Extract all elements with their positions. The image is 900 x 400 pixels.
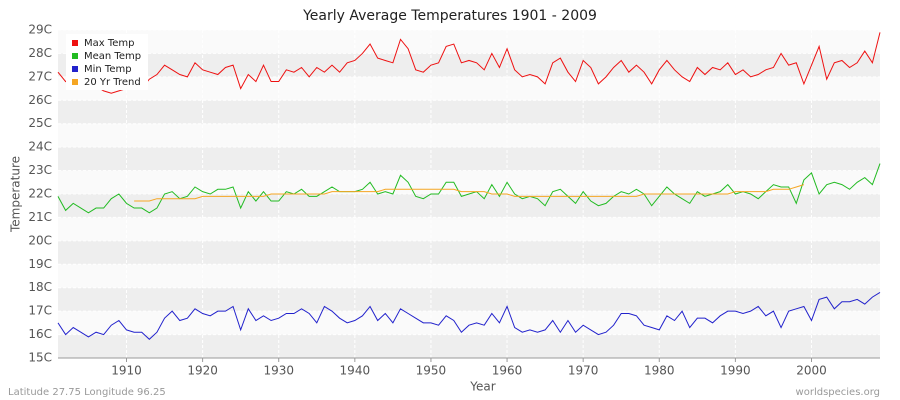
grid-band bbox=[58, 194, 880, 218]
legend-label: Mean Temp bbox=[84, 51, 141, 62]
grid-band bbox=[58, 100, 880, 124]
y-tick-label: 22C bbox=[28, 187, 52, 201]
footer-left: Latitude 27.75 Longitude 96.25 bbox=[8, 387, 166, 398]
y-tick-label: 18C bbox=[28, 280, 52, 294]
grid-band bbox=[58, 147, 880, 171]
y-tick-label: 23C bbox=[28, 163, 52, 177]
x-tick-label: 1970 bbox=[568, 364, 599, 378]
chart-title: Yearly Average Temperatures 1901 - 2009 bbox=[302, 8, 597, 24]
x-tick-label: 1920 bbox=[187, 364, 218, 378]
y-axis-label: Temperature bbox=[9, 156, 23, 233]
legend-swatch bbox=[72, 40, 78, 46]
legend-swatch bbox=[72, 53, 78, 59]
legend-label: Min Temp bbox=[84, 64, 132, 75]
x-tick-label: 1990 bbox=[720, 364, 751, 378]
legend-label: Max Temp bbox=[84, 38, 135, 49]
legend-label: 20 Yr Trend bbox=[84, 77, 141, 88]
data-line bbox=[57, 32, 881, 94]
y-tick-label: 27C bbox=[28, 69, 52, 83]
legend: Max Temp Mean Temp Min Temp 20 Yr Trend bbox=[66, 34, 148, 90]
y-tick-label: 24C bbox=[28, 140, 52, 154]
y-tick-label: 16C bbox=[28, 327, 52, 341]
data-line bbox=[134, 184, 805, 202]
x-tick-label: 1930 bbox=[263, 364, 294, 378]
footer-right: worldspecies.org bbox=[796, 387, 880, 398]
grid-band bbox=[58, 240, 880, 265]
legend-box bbox=[66, 34, 148, 90]
y-tick-label: 21C bbox=[28, 210, 52, 224]
y-tick-label: 25C bbox=[28, 116, 52, 130]
plot-area: 15C 16C 17C 18C 19C 20C 21C 22C 23C 24C 25C 26C 27C 2… bbox=[28, 23, 881, 378]
y-tick-label: 19C bbox=[28, 257, 52, 271]
x-tick-label: 1910 bbox=[111, 364, 142, 378]
x-tick-label: 1980 bbox=[644, 364, 675, 378]
y-tick-label: 29C bbox=[28, 23, 52, 37]
x-tick-label: 1940 bbox=[340, 364, 371, 378]
data-line bbox=[57, 291, 881, 340]
legend-swatch bbox=[72, 79, 78, 85]
x-tick-label: 1950 bbox=[416, 364, 447, 378]
grid-band bbox=[58, 334, 880, 358]
x-axis-label: Year bbox=[469, 380, 495, 394]
legend-swatch bbox=[72, 66, 78, 72]
grid-band bbox=[58, 287, 880, 312]
y-tick-label: 26C bbox=[28, 93, 52, 107]
grid-band bbox=[58, 53, 880, 77]
y-tick-label: 28C bbox=[28, 46, 52, 60]
y-tick-label: 20C bbox=[28, 233, 52, 247]
y-tick-label: 15C bbox=[28, 351, 52, 365]
y-tick-label: 17C bbox=[28, 304, 52, 318]
x-tick-label: 1960 bbox=[492, 364, 523, 378]
x-tick-label: 2000 bbox=[796, 364, 827, 378]
